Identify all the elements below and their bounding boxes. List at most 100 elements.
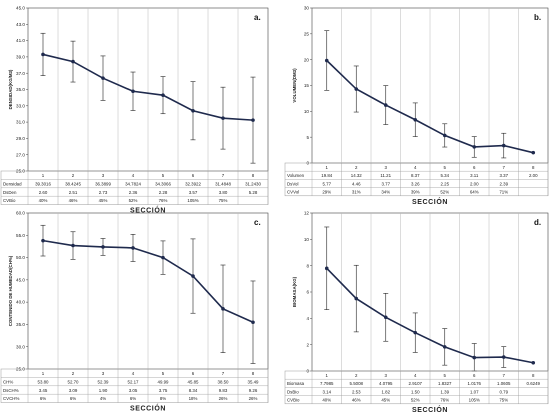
table-cell: 8.37 bbox=[411, 173, 420, 178]
table-cell: 3.77 bbox=[381, 181, 390, 186]
y-tick-label: 45.0 bbox=[16, 6, 25, 11]
table-cell: 39% bbox=[411, 190, 420, 195]
table-cell: 1.82 bbox=[381, 389, 390, 394]
table-cell: 9.83 bbox=[219, 388, 228, 393]
y-tick-label: 27.0 bbox=[16, 152, 25, 157]
y-tick-label: 2 bbox=[306, 342, 309, 347]
table-row-label: DsBio bbox=[287, 389, 299, 394]
table-cell: 6% bbox=[130, 396, 136, 401]
table-cell: 4.0795 bbox=[379, 381, 393, 386]
x-tick-label: 7 bbox=[222, 371, 225, 376]
x-axis-label: SECCIÓN bbox=[130, 206, 166, 215]
data-point bbox=[41, 52, 45, 57]
y-tick-label: 35.0 bbox=[16, 87, 25, 92]
data-point bbox=[191, 108, 195, 113]
table-cell: 3.09 bbox=[69, 388, 78, 393]
table-cell: 1.0605 bbox=[497, 381, 511, 386]
table-cell: 34.7824 bbox=[125, 181, 141, 186]
table-cell: 14.32 bbox=[351, 173, 363, 178]
data-point bbox=[324, 58, 329, 63]
y-tick-label: 29.0 bbox=[16, 136, 25, 141]
table-cell: 52% bbox=[411, 398, 420, 403]
table-cell: 1.8327 bbox=[438, 381, 452, 386]
x-axis-label: SECCIÓN bbox=[412, 197, 448, 206]
table-row-label: CVCH% bbox=[3, 396, 19, 401]
table-cell: 6% bbox=[40, 396, 46, 401]
x-tick-label: 4 bbox=[132, 371, 135, 376]
panel-c-humedad: 25.030.035.040.045.050.055.060.0CONTENID… bbox=[0, 211, 269, 412]
x-tick-label: 3 bbox=[385, 165, 388, 170]
y-tick-label: 30 bbox=[304, 6, 310, 11]
data-point bbox=[383, 103, 388, 107]
panel-a-densidad: 25.027.029.031.033.035.037.039.041.043.0… bbox=[0, 6, 269, 215]
table-cell: 40% bbox=[39, 198, 48, 203]
data-point bbox=[413, 117, 418, 122]
table-cell: 45% bbox=[381, 398, 390, 403]
data-point bbox=[442, 133, 447, 138]
data-point bbox=[324, 266, 329, 271]
table-cell: 34.3066 bbox=[155, 181, 171, 186]
y-tick-label: 39.0 bbox=[16, 55, 25, 60]
table-cell: 46% bbox=[352, 398, 361, 403]
y-tick-label: 33.0 bbox=[16, 103, 25, 108]
table-cell: 8.34 bbox=[189, 388, 198, 393]
table-cell: 53.80 bbox=[38, 379, 50, 384]
table-cell: 2.73 bbox=[99, 190, 108, 195]
table-cell: 45.85 bbox=[188, 379, 200, 384]
x-tick-label: 7 bbox=[503, 373, 506, 378]
table-row-label: Densidad bbox=[3, 181, 22, 186]
table-cell: 75% bbox=[499, 398, 508, 403]
table-cell: 5.28 bbox=[249, 190, 258, 195]
table-cell: 5.77 bbox=[322, 181, 331, 186]
table-cell: 32.3922 bbox=[185, 181, 201, 186]
x-tick-label: 6 bbox=[192, 173, 195, 178]
table-row-label: Biomasa bbox=[287, 381, 305, 386]
x-tick-label: 6 bbox=[192, 371, 195, 376]
x-tick-label: 8 bbox=[252, 371, 255, 376]
table-cell: 52.17 bbox=[128, 379, 140, 384]
table-cell: 2.25 bbox=[440, 181, 449, 186]
table-cell: 3.05 bbox=[129, 388, 138, 393]
table-cell: 36.3899 bbox=[95, 181, 111, 186]
y-tick-label: 15 bbox=[304, 83, 310, 88]
table-cell: 2.39 bbox=[499, 181, 508, 186]
table-cell: 1.07 bbox=[470, 389, 479, 394]
table-cell: 2.60 bbox=[39, 190, 48, 195]
data-point bbox=[101, 245, 105, 249]
y-axis-label: BIOMASA(KG) bbox=[292, 276, 297, 307]
panel-label: b. bbox=[534, 13, 541, 22]
y-tick-label: 37.0 bbox=[16, 71, 25, 76]
x-tick-label: 1 bbox=[326, 165, 329, 170]
y-tick-label: 60.0 bbox=[16, 211, 25, 216]
y-tick-label: 30.0 bbox=[16, 344, 25, 349]
table-row-label: CVVol bbox=[287, 190, 299, 195]
table-cell: 7.7985 bbox=[320, 381, 334, 386]
data-point bbox=[472, 355, 477, 360]
x-tick-label: 1 bbox=[42, 371, 45, 376]
table-cell: 26% bbox=[249, 396, 258, 401]
table-cell: 105% bbox=[187, 198, 198, 203]
y-tick-label: 55.0 bbox=[16, 233, 25, 238]
x-tick-label: 8 bbox=[532, 165, 535, 170]
x-tick-label: 4 bbox=[414, 373, 417, 378]
x-tick-label: 8 bbox=[532, 373, 535, 378]
y-tick-label: 6 bbox=[306, 290, 309, 295]
table-cell: 5.5008 bbox=[350, 381, 364, 386]
table-cell: 3.45 bbox=[39, 388, 48, 393]
table-row-label: CH% bbox=[3, 379, 13, 384]
data-point bbox=[531, 360, 536, 365]
table-cell: 1.0176 bbox=[468, 381, 482, 386]
data-point bbox=[472, 145, 477, 149]
x-tick-label: 8 bbox=[252, 173, 255, 178]
table-cell: 49.99 bbox=[158, 379, 170, 384]
panel-label: d. bbox=[534, 218, 541, 227]
y-tick-label: 12 bbox=[304, 211, 310, 216]
data-point bbox=[251, 320, 255, 325]
x-tick-label: 5 bbox=[162, 371, 165, 376]
table-cell: 76% bbox=[159, 198, 168, 203]
table-cell: 105% bbox=[469, 398, 480, 403]
data-point bbox=[442, 345, 447, 349]
